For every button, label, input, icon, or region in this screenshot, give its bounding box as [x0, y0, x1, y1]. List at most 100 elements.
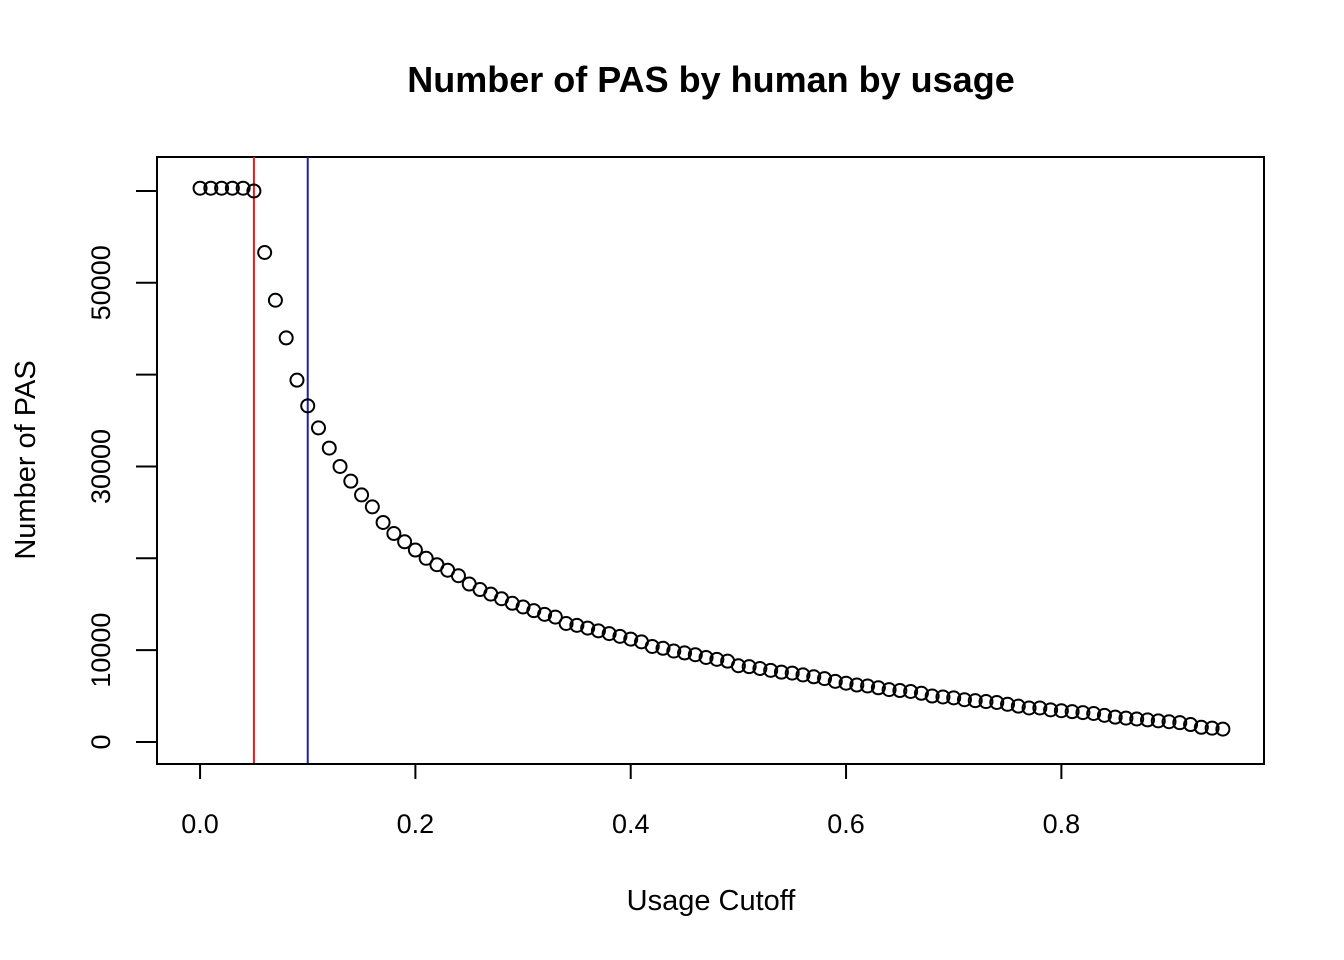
data-point — [1140, 712, 1156, 728]
data-point — [192, 180, 208, 196]
x-tick-label: 0.8 — [1043, 809, 1081, 839]
data-point — [418, 550, 434, 566]
data-point — [1096, 707, 1112, 723]
data-point — [956, 692, 972, 708]
data-point — [300, 398, 316, 414]
data-point — [644, 638, 660, 654]
data-point — [1150, 713, 1166, 729]
data-point — [537, 606, 553, 622]
data-point — [913, 685, 929, 701]
data-point — [364, 499, 380, 515]
data-point — [978, 694, 994, 710]
data-point — [310, 420, 326, 436]
data-point — [666, 643, 682, 659]
data-point — [817, 671, 833, 687]
data-point — [612, 628, 628, 644]
data-point — [354, 487, 370, 503]
x-tick-label: 0.2 — [397, 809, 435, 839]
data-point — [246, 183, 262, 199]
data-point — [892, 683, 908, 699]
x-axis: 0.0 0.2 0.4 0.6 0.8 — [181, 763, 1081, 839]
data-point — [1032, 700, 1048, 716]
x-tick-label: 0.6 — [827, 809, 865, 839]
data-point — [1053, 703, 1069, 719]
data-point — [870, 680, 886, 696]
data-point — [203, 180, 219, 196]
data-point — [1118, 710, 1134, 726]
data-point — [784, 665, 800, 681]
data-point — [257, 245, 273, 261]
data-point — [343, 473, 359, 489]
data-point — [773, 664, 789, 680]
y-tick-label: 30000 — [86, 429, 116, 504]
data-point — [827, 673, 843, 689]
data-point — [397, 534, 413, 550]
data-point — [569, 617, 585, 633]
data-point — [278, 330, 294, 346]
y-axis: 0 10000 30000 50000 — [86, 189, 158, 749]
data-point — [1129, 711, 1145, 727]
data-point — [1172, 715, 1188, 731]
data-point — [580, 620, 596, 636]
data-point — [763, 662, 779, 678]
chart-title: Number of PAS by human by usage — [407, 59, 1014, 100]
data-point — [558, 615, 574, 631]
plot-frame — [156, 156, 1265, 765]
data-point — [224, 180, 240, 196]
data-point — [623, 631, 639, 647]
data-point — [386, 526, 402, 542]
data-point — [1204, 720, 1220, 736]
data-point — [752, 660, 768, 676]
data-point — [1215, 721, 1231, 737]
data-point — [935, 689, 951, 705]
data-point — [1010, 698, 1026, 714]
data-point — [1086, 705, 1102, 721]
data-points — [192, 180, 1231, 737]
data-point — [677, 645, 693, 661]
x-tick-label: 0.4 — [612, 809, 650, 839]
data-point — [849, 677, 865, 693]
data-point — [698, 649, 714, 665]
x-tick-label: 0.0 — [181, 809, 219, 839]
data-point — [687, 647, 703, 663]
data-point — [1183, 717, 1199, 733]
data-point — [881, 682, 897, 698]
data-point — [709, 651, 725, 667]
data-point — [741, 659, 757, 675]
data-point — [289, 372, 305, 388]
x-axis-label: Usage Cutoff — [627, 885, 797, 917]
data-point — [860, 678, 876, 694]
data-point — [655, 640, 671, 656]
y-tick-label: 10000 — [86, 613, 116, 688]
y-tick-label: 50000 — [86, 245, 116, 320]
data-point — [590, 623, 606, 639]
reference-lines — [252, 157, 309, 764]
data-point — [407, 542, 423, 558]
data-point — [547, 609, 563, 625]
data-point — [1161, 714, 1177, 730]
data-point — [1107, 709, 1123, 725]
data-point — [1021, 700, 1037, 716]
data-point — [214, 180, 230, 196]
data-point — [1064, 704, 1080, 720]
y-tick-label: 0 — [86, 734, 116, 749]
data-point — [601, 626, 617, 642]
data-point — [1000, 696, 1016, 712]
data-point — [1043, 702, 1059, 718]
data-point — [332, 458, 348, 474]
y-axis-label: Number of PAS — [10, 360, 42, 559]
data-point — [903, 683, 919, 699]
data-point — [1193, 719, 1209, 735]
data-point — [267, 292, 283, 308]
data-point — [946, 690, 962, 706]
data-point — [924, 688, 940, 704]
data-point — [321, 440, 337, 456]
data-point — [806, 669, 822, 685]
data-point — [967, 693, 983, 709]
data-point — [795, 667, 811, 683]
data-point — [375, 514, 391, 530]
data-point — [1075, 705, 1091, 721]
data-point — [989, 694, 1005, 710]
data-point — [450, 568, 466, 584]
